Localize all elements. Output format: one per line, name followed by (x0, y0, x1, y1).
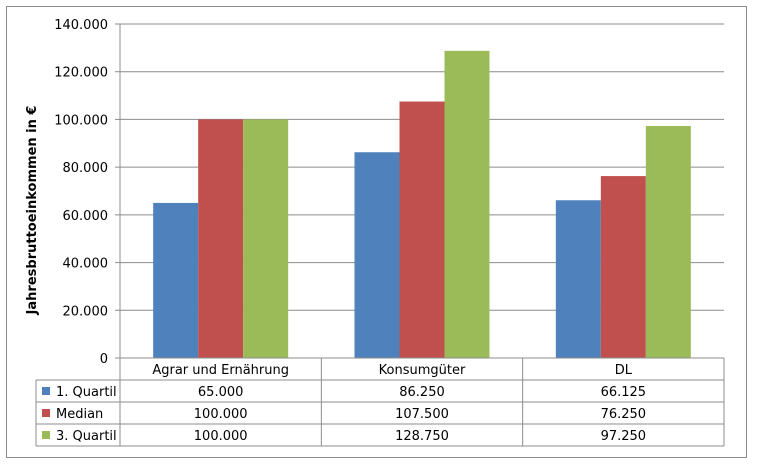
data-label: 107.500 (395, 407, 449, 422)
legend-label: 1. Quartil (56, 385, 117, 400)
legend-label: Median (56, 407, 103, 422)
data-label: 66.125 (601, 385, 647, 400)
bar (243, 119, 289, 358)
bar (444, 50, 490, 358)
bar (198, 119, 244, 358)
legend-swatch (42, 409, 50, 417)
y-tick-label: 20.000 (63, 304, 109, 319)
legend-label: 3. Quartil (56, 429, 117, 444)
data-label: 86.250 (399, 385, 445, 400)
x-tick-label: DL (615, 363, 633, 378)
data-label: 100.000 (194, 429, 248, 444)
y-tick-label: 120.000 (54, 66, 108, 81)
bars-layer (153, 50, 691, 359)
y-tick-label: 80.000 (63, 161, 109, 176)
y-axis-title: Jahresbruttoeinkommen in € (25, 106, 40, 316)
y-tick-label: 0 (100, 352, 108, 367)
y-tick-label: 140.000 (54, 18, 108, 33)
data-label: 76.250 (601, 407, 647, 422)
bar (354, 152, 400, 358)
data-label: 65.000 (198, 385, 244, 400)
y-tick-label: 40.000 (63, 257, 109, 272)
legend-swatch (42, 387, 50, 395)
data-label: 97.250 (601, 429, 647, 444)
data-label: 100.000 (194, 407, 248, 422)
bar (153, 202, 199, 358)
bar (645, 125, 691, 358)
bar (555, 200, 601, 358)
data-label: 128.750 (395, 429, 449, 444)
bar (600, 176, 646, 358)
legend-swatch (42, 431, 50, 439)
x-tick-label: Konsumgüter (379, 363, 466, 378)
axis-layer: 0 20.000 40.000 60.000 80.000 100.000 120.000 1… (54, 18, 724, 367)
data-table: Agrar und Ernährung Konsumgüter DL 1. Quart… (35, 358, 725, 447)
y-tick-label: 100.000 (54, 113, 108, 128)
bar (399, 101, 445, 359)
y-tick-label: 60.000 (63, 209, 109, 224)
x-tick-label: Agrar und Ernährung (152, 363, 289, 378)
